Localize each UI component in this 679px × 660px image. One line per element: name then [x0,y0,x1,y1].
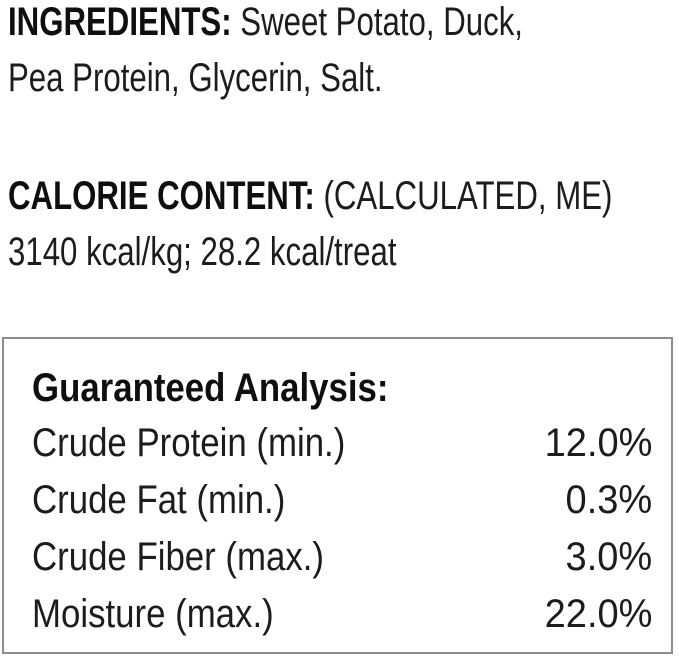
guaranteed-analysis-title: Guaranteed Analysis: [32,361,652,415]
calorie-heading: CALORIE CONTENT: [8,174,315,218]
ingredients-line2-text: Pea Protein, Glycerin, Salt. [8,56,383,100]
calorie-values-line: 3140 kcal/kg; 28.2 kcal/treat [8,230,397,274]
ingredients-line1: INGREDIENTS: Sweet Potato, Duck, [8,0,668,50]
analysis-row-moisture: Moisture (max.) 22.0% [32,586,652,643]
calorie-line2: 3140 kcal/kg; 28.2 kcal/treat [8,224,679,280]
calorie-line1: CALORIE CONTENT: (CALCULATED, ME) [8,168,679,224]
analysis-row-label: Crude Fat (min.) [32,478,286,522]
analysis-row-label: Crude Protein (min.) [32,421,346,465]
analysis-row-label: Moisture (max.) [32,592,274,636]
ingredients-heading: INGREDIENTS: [8,0,232,44]
analysis-row-value: 12.0% [544,421,652,465]
analysis-row-value: 22.0% [544,592,652,636]
analysis-row-crude-fiber: Crude Fiber (max.) 3.0% [32,529,652,586]
analysis-row-value: 3.0% [565,535,652,579]
guaranteed-analysis-title-text: Guaranteed Analysis: [32,366,389,410]
ingredients-section: INGREDIENTS: Sweet Potato, Duck, Pea Pro… [8,0,668,106]
analysis-row-value: 0.3% [565,478,652,522]
calorie-subheading: (CALCULATED, ME) [323,174,613,218]
analysis-row-crude-protein: Crude Protein (min.) 12.0% [32,415,652,472]
guaranteed-analysis-box: Guaranteed Analysis: Crude Protein (min.… [2,337,673,654]
calorie-section: CALORIE CONTENT: (CALCULATED, ME) 3140 k… [8,168,679,280]
ingredients-line1-text: Sweet Potato, Duck, [240,0,523,44]
analysis-row-label: Crude Fiber (max.) [32,535,324,579]
analysis-row-crude-fat: Crude Fat (min.) 0.3% [32,472,652,529]
ingredients-line2: Pea Protein, Glycerin, Salt. [8,50,668,106]
